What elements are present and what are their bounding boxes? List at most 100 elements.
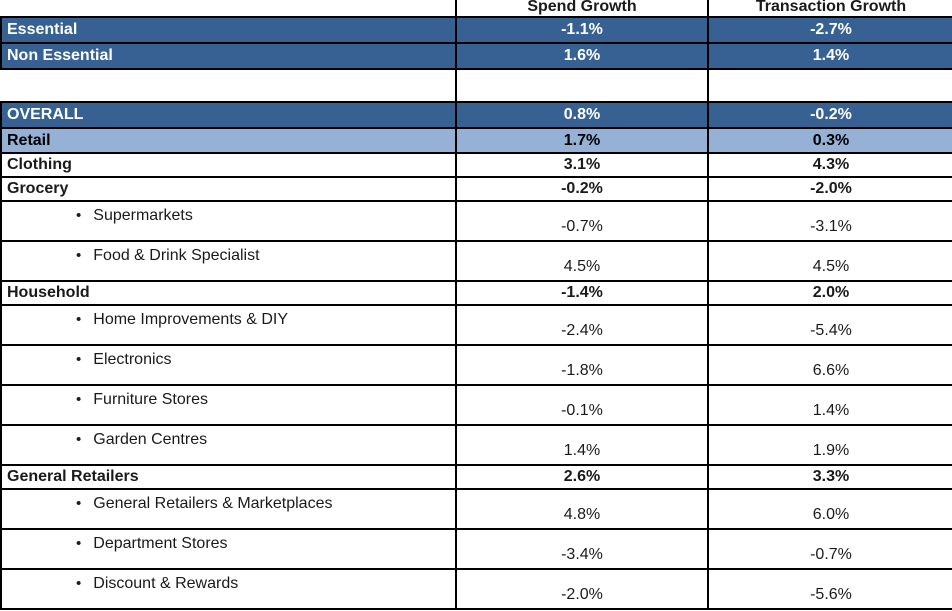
row-label: Discount & Rewards xyxy=(93,575,239,592)
row-label: Clothing xyxy=(7,156,72,173)
spend-value: 1.6% xyxy=(455,42,709,70)
transaction-value: 6.0% xyxy=(707,488,952,530)
row-label-cell: • Supermarkets xyxy=(0,200,457,242)
bullet-icon: • xyxy=(76,495,82,512)
table-header: Spend Growth Transaction Growth xyxy=(1,0,952,18)
row-label-cell: Retail xyxy=(0,127,457,154)
transaction-growth-header: Transaction Growth xyxy=(707,0,952,18)
row-label-cell: • Garden Centres xyxy=(0,424,457,466)
row-label-cell: • Electronics xyxy=(0,344,457,386)
row-label: Non Essential xyxy=(7,47,113,64)
transaction-growth-header-label: Transaction Growth xyxy=(755,0,907,15)
bullet-icon: • xyxy=(76,247,82,264)
table-row: Non Essential 1.6% 1.4% xyxy=(0,42,952,70)
spend-value: 2.6% xyxy=(455,464,709,490)
row-label-cell: • Discount & Rewards xyxy=(0,568,457,610)
row-label: Essential xyxy=(7,21,78,38)
spend-value: -1.1% xyxy=(455,16,709,44)
table-row: • General Retailers & Marketplaces 4.8% 6.0… xyxy=(0,488,952,530)
row-label: Supermarkets xyxy=(93,207,193,224)
row-label-cell xyxy=(1,68,457,103)
spend-growth-header: Spend Growth xyxy=(455,0,709,18)
row-label-cell: • General Retailers & Marketplaces xyxy=(0,488,457,530)
bullet-icon: • xyxy=(76,207,82,224)
table-row: • Furniture Stores -0.1% 1.4% xyxy=(0,384,952,426)
table-row: Grocery -0.2% -2.0% xyxy=(0,176,952,202)
row-label-cell: Household xyxy=(0,280,457,306)
table-row: • Garden Centres 1.4% 1.9% xyxy=(0,424,952,466)
transaction-value: 1.9% xyxy=(707,424,952,466)
row-label-cell: Grocery xyxy=(0,176,457,202)
spend-value: -3.4% xyxy=(455,528,709,570)
table-row: Essential -1.1% -2.7% xyxy=(0,16,952,44)
table-row: • Food & Drink Specialist 4.5% 4.5% xyxy=(0,240,952,282)
row-label: Household xyxy=(7,284,90,301)
transaction-value: 4.3% xyxy=(707,152,952,178)
spend-value: -2.0% xyxy=(455,568,709,610)
row-label-cell: • Food & Drink Specialist xyxy=(0,240,457,282)
spend-value: 4.5% xyxy=(455,240,709,282)
table-row xyxy=(1,68,952,103)
row-label-cell: • Furniture Stores xyxy=(0,384,457,426)
transaction-value: 1.4% xyxy=(707,42,952,70)
transaction-value: -5.6% xyxy=(707,568,952,610)
spend-value: 0.8% xyxy=(455,101,709,129)
row-label: Food & Drink Specialist xyxy=(93,247,260,264)
transaction-value: -2.0% xyxy=(707,176,952,202)
table-row: • Home Improvements & DIY -2.4% -5.4% xyxy=(0,304,952,346)
row-label: Furniture Stores xyxy=(93,391,208,408)
table-body: Essential -1.1% -2.7% Non Essential 1.6% 1.4%… xyxy=(0,16,952,610)
table-row: • Electronics -1.8% 6.6% xyxy=(0,344,952,386)
row-label-cell: Essential xyxy=(0,16,457,44)
table-row: OVERALL 0.8% -0.2% xyxy=(0,101,952,129)
row-label: Garden Centres xyxy=(93,431,208,448)
row-label: Home Improvements & DIY xyxy=(93,311,288,328)
spend-value: -1.8% xyxy=(455,344,709,386)
row-label: Retail xyxy=(7,131,51,149)
corner-header-cell xyxy=(1,0,457,18)
spend-value: 1.4% xyxy=(455,424,709,466)
spend-value: -1.4% xyxy=(455,280,709,306)
transaction-value: 4.5% xyxy=(707,240,952,282)
spend-value: -0.1% xyxy=(455,384,709,426)
header-row: Spend Growth Transaction Growth xyxy=(1,0,952,18)
bullet-icon: • xyxy=(76,575,82,592)
row-label-cell: • Home Improvements & DIY xyxy=(0,304,457,346)
table-row: Household -1.4% 2.0% xyxy=(0,280,952,306)
row-label: General Retailers & Marketplaces xyxy=(93,495,333,512)
row-label: Electronics xyxy=(93,351,172,368)
bullet-icon: • xyxy=(76,351,82,368)
transaction-value: 6.6% xyxy=(707,344,952,386)
transaction-value: 1.4% xyxy=(707,384,952,426)
bullet-icon: • xyxy=(76,391,82,408)
transaction-value: -2.7% xyxy=(707,16,952,44)
transaction-value: 0.3% xyxy=(707,127,952,154)
spend-value: 1.7% xyxy=(455,127,709,154)
row-label: Department Stores xyxy=(93,535,228,552)
transaction-value: 3.3% xyxy=(707,464,952,490)
spend-value: -2.4% xyxy=(455,304,709,346)
row-label-cell: • Department Stores xyxy=(0,528,457,570)
row-label-cell: Non Essential xyxy=(0,42,457,70)
transaction-value: 2.0% xyxy=(707,280,952,306)
table-row: • Department Stores -3.4% -0.7% xyxy=(0,528,952,570)
transaction-value: -0.7% xyxy=(707,528,952,570)
spend-value xyxy=(455,68,709,103)
row-label-cell: OVERALL xyxy=(0,101,457,129)
transaction-value: -0.2% xyxy=(707,101,952,129)
spend-growth-header-label: Spend Growth xyxy=(527,0,637,15)
spend-value: 4.8% xyxy=(455,488,709,530)
row-label: General Retailers xyxy=(7,468,139,485)
spend-value: 3.1% xyxy=(455,152,709,178)
spend-value: -0.7% xyxy=(455,200,709,242)
table-row: Clothing 3.1% 4.3% xyxy=(0,152,952,178)
transaction-value: -3.1% xyxy=(707,200,952,242)
table-row: General Retailers 2.6% 3.3% xyxy=(0,464,952,490)
row-label-cell: General Retailers xyxy=(0,464,457,490)
spend-value: -0.2% xyxy=(455,176,709,202)
table-row: • Supermarkets -0.7% -3.1% xyxy=(0,200,952,242)
table-row: • Discount & Rewards -2.0% -5.6% xyxy=(0,568,952,610)
row-label: Grocery xyxy=(7,180,69,197)
